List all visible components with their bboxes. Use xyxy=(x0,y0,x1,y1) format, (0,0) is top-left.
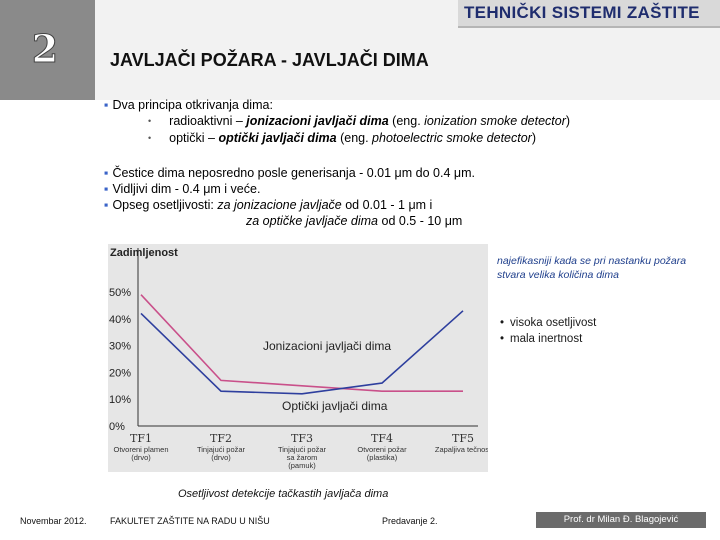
series-label-ionization: Jonizacioni javljači dima xyxy=(263,339,391,353)
footer-date: Novembar 2012. xyxy=(20,516,87,526)
x-tick-sublabel: (plastika) xyxy=(367,453,398,462)
footer-author: Prof. dr Milan Đ. Blagojević xyxy=(536,512,706,528)
y-tick-label: 10% xyxy=(109,394,131,406)
x-tick-sublabel: Otvoreni požar xyxy=(357,445,407,454)
chart-background xyxy=(108,244,488,472)
feature-list: visoka osetljivost mala inertnost xyxy=(500,315,596,347)
brand-text: TEHNIČKI SISTEMI ZAŠTITE xyxy=(464,3,700,22)
x-tick-sublabel: (pamuk) xyxy=(288,461,316,470)
series-line-ionization xyxy=(140,294,463,392)
x-tick-sublabel: Zapaljiva tečnost xyxy=(435,445,488,454)
principles-heading: Dva principa otkrivanja dima: xyxy=(104,97,704,113)
y-tick-label: 50% xyxy=(109,287,131,299)
slide-content: Dva principa otkrivanja dima: radioaktiv… xyxy=(104,97,704,229)
fact-line: Vidljivi dim - 0.4 μm i veće. xyxy=(104,181,704,197)
feature-item: mala inertnost xyxy=(500,331,596,347)
x-tick-sublabel: (drvo) xyxy=(211,453,231,462)
principle-item: radioaktivni – jonizacioni javljači dima… xyxy=(104,113,704,130)
feature-item: visoka osetljivost xyxy=(500,315,596,331)
side-note: najefikasniji kada se pri nastanku požar… xyxy=(497,255,687,281)
y-tick-label: 0% xyxy=(109,421,125,433)
footer-faculty: FAKULTET ZAŠTITE NA RADU U NIŠU xyxy=(110,516,270,526)
x-tick-label: TF4 xyxy=(371,432,393,445)
fact-line: Opseg osetljivosti: za jonizacione javlj… xyxy=(104,197,704,213)
footer-lecture: Predavanje 2. xyxy=(382,516,438,526)
x-tick-label: TF2 xyxy=(210,432,232,445)
x-tick-sublabel: (drvo) xyxy=(131,453,151,462)
y-tick-label: 40% xyxy=(109,314,131,326)
principle-item: optički – optički javljači dima (eng. ph… xyxy=(104,130,704,147)
series-line-optical xyxy=(140,310,464,395)
slide-title: JAVLJAČI POŽARA - JAVLJAČI DIMA xyxy=(110,50,429,70)
x-tick-sublabel: Tinjajući požar xyxy=(197,445,246,454)
x-tick-label: TF1 xyxy=(130,432,152,445)
x-tick-label: TF5 xyxy=(452,432,474,445)
fact-line: Čestice dima neposredno posle generisanj… xyxy=(104,165,704,181)
x-tick-sublabel: sa žarom xyxy=(287,453,318,462)
chart-caption: Osetljivost detekcije tačkastih javljača… xyxy=(178,488,389,500)
series-label-optical: Optički javljači dima xyxy=(282,399,388,413)
slide-number: 2 xyxy=(31,26,59,72)
y-tick-label: 30% xyxy=(109,341,131,353)
x-tick-label: TF3 xyxy=(291,432,313,445)
x-tick-sublabel: Otvoreni plamen xyxy=(113,445,168,454)
fact-line: za optičke javljače dima od 0.5 - 10 μm xyxy=(246,214,463,228)
sensitivity-chart: Zadimljenost0%10%20%30%40%50%TF1Otvoreni… xyxy=(108,244,488,472)
side-bar xyxy=(0,0,95,100)
y-axis-label: Zadimljenost xyxy=(110,247,178,259)
brand-banner: TEHNIČKI SISTEMI ZAŠTITE xyxy=(458,0,720,28)
x-tick-sublabel: Tinjajući požar xyxy=(278,445,327,454)
y-tick-label: 20% xyxy=(109,367,131,379)
